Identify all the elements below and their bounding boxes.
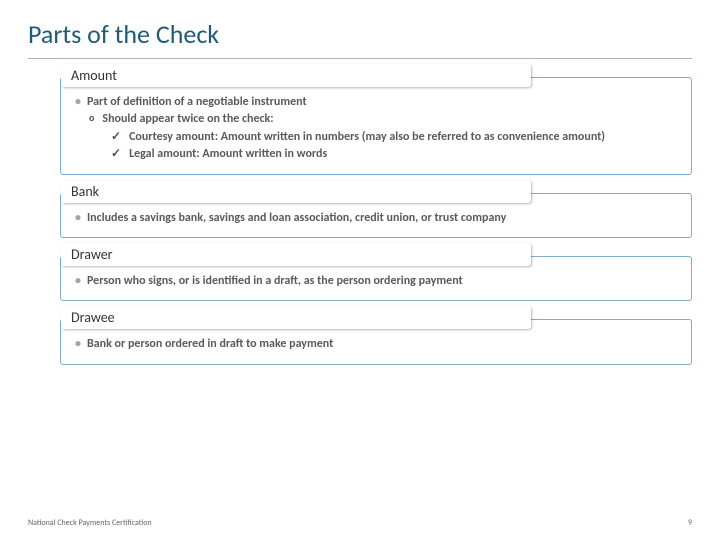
section-box: Bank•Includes a savings bank, savings an… — [60, 193, 692, 238]
bullet-line: • Bank or person ordered in draft to make… — [75, 336, 677, 353]
section-heading: Bank — [61, 180, 531, 203]
section-heading: Amount — [61, 64, 531, 87]
footer: National Check Payments Certification 9 — [28, 518, 692, 528]
bullet-line: • Part of definition of a negotiable inst… — [75, 94, 677, 111]
page-title: Parts of the Check — [0, 0, 720, 58]
bullet-line: ✓ Legal amount: Amount written in words — [75, 146, 677, 163]
bullet-text: Person who signs, or is identified in a … — [87, 273, 463, 290]
section-box: Amount•Part of definition of a negotiabl… — [60, 77, 692, 175]
bullet-marker: • — [75, 273, 81, 290]
sections-container: Amount•Part of definition of a negotiabl… — [0, 77, 720, 365]
bullet-text: Includes a savings bank, savings and loa… — [87, 210, 506, 227]
section-heading: Drawer — [61, 243, 531, 266]
title-underline — [28, 58, 692, 59]
footer-page-number: 9 — [688, 518, 692, 528]
bullet-marker: ✓ — [111, 146, 121, 163]
bullet-marker: • — [75, 94, 81, 111]
bullet-text: Part of definition of a negotiable instr… — [87, 94, 307, 111]
bullet-text: Courtesy amount: Amount written in numbe… — [129, 129, 605, 146]
bullet-marker: o — [89, 111, 94, 126]
section-box: Drawee•Bank or person ordered in draft t… — [60, 319, 692, 364]
section-heading: Drawee — [61, 306, 531, 329]
bullet-marker: • — [75, 210, 81, 227]
bullet-line: o Should appear twice on the check: — [75, 111, 677, 128]
bullet-marker: ✓ — [111, 129, 121, 146]
bullet-text: Legal amount: Amount written in words — [129, 146, 327, 163]
bullet-marker: • — [75, 336, 81, 353]
bullet-line: ✓ Courtesy amount: Amount written in numb… — [75, 129, 677, 146]
bullet-line: • Includes a savings bank, savings and lo… — [75, 210, 677, 227]
section-box: Drawer•Person who signs, or is identifie… — [60, 256, 692, 301]
bullet-line: • Person who signs, or is identified in a… — [75, 273, 677, 290]
bullet-text: Should appear twice on the check: — [102, 111, 273, 128]
footer-left: National Check Payments Certification — [28, 518, 152, 528]
bullet-text: Bank or person ordered in draft to make … — [87, 336, 333, 353]
